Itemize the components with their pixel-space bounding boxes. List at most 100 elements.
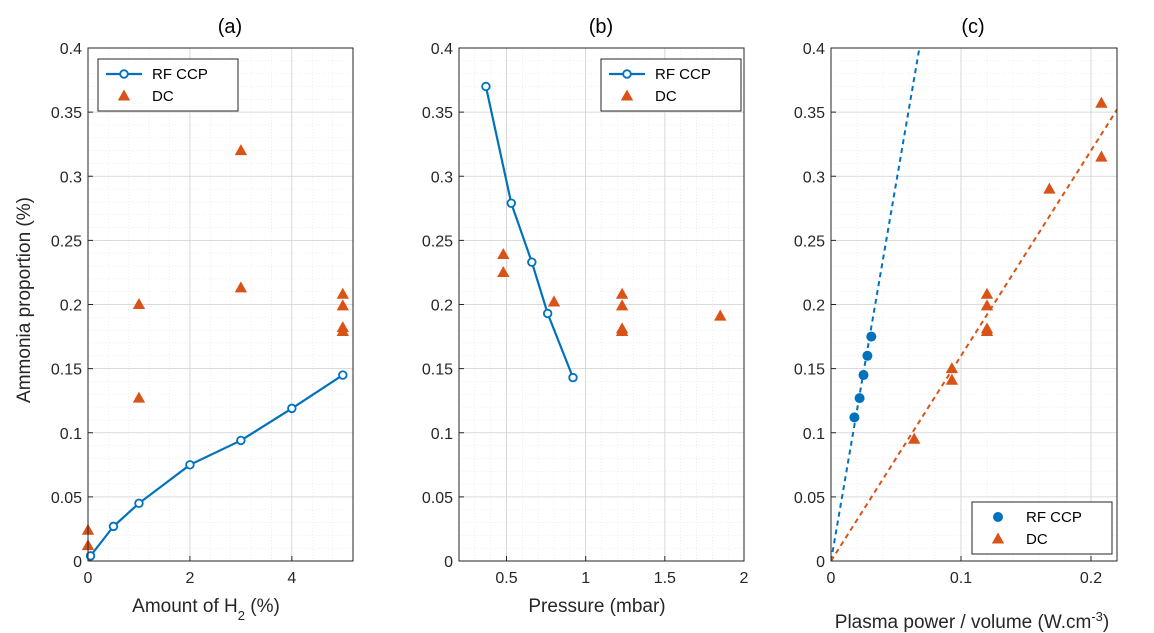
legend-marker-rf-ccp: [622, 69, 632, 79]
data-point-rf-ccp: [506, 198, 516, 208]
data-point-rf-ccp: [236, 435, 246, 446]
y-tick-label: 0.2: [431, 298, 453, 315]
y-tick-label: 0.25: [794, 233, 825, 250]
data-point-dc: [714, 309, 727, 321]
legend: RF CCP DC: [97, 58, 239, 112]
y-tick-label: 0.2: [803, 298, 825, 315]
data-point-rf-ccp: [481, 81, 491, 92]
data-point-dc: [945, 373, 959, 385]
panel-c-title: (c): [961, 16, 984, 38]
data-point-dc: [234, 281, 248, 293]
legend-label-rf-ccp: RF CCP: [655, 66, 711, 83]
data-point-rf-ccp: [108, 521, 119, 532]
data-point-dc: [980, 299, 994, 311]
panel-b-x-axis-label: Pressure (mbar): [528, 596, 665, 617]
legend-label-rf-ccp: RF CCP: [152, 66, 208, 83]
data-point-dc: [908, 432, 921, 444]
data-point-rf-ccp: [527, 257, 537, 267]
data-point-dc: [1095, 150, 1108, 162]
data-point-rf-ccp: [866, 331, 877, 342]
data-point-dc: [615, 324, 629, 336]
x-tick-label: 0: [84, 570, 93, 587]
series-line-rf-ccp: [89, 374, 344, 557]
data-point-dc: [336, 324, 349, 336]
y-tick-label: 0.05: [422, 490, 453, 507]
data-point-dc: [1043, 182, 1056, 194]
y-tick-label: 0.2: [60, 298, 82, 315]
data-point-rf-ccp: [568, 372, 578, 383]
y-tick-label: 0.1: [431, 426, 453, 443]
panel-c-x-axis-label: Plasma power / volume (W.cm-3): [835, 609, 1109, 633]
y-tick-label: 0: [816, 554, 825, 571]
legend-marker-dc: [117, 89, 131, 101]
legend-marker-dc: [620, 89, 634, 101]
y-tick-label: 0.25: [51, 233, 82, 250]
legend-label-rf-ccp: RF CCP: [1026, 509, 1082, 526]
x-tick-label: 4: [287, 570, 296, 587]
legend-label-dc: DC: [655, 88, 677, 105]
data-point-rf-ccp: [185, 460, 195, 470]
data-point-dc: [336, 287, 349, 299]
panel-a-title: (a): [218, 16, 242, 38]
y-axis-label: Ammonia proportion (%): [14, 197, 35, 403]
y-tick-label: 0.1: [60, 426, 82, 443]
y-tick-label: 0.3: [60, 169, 82, 186]
data-point-rf-ccp: [862, 350, 873, 361]
y-tick-label: 0.35: [422, 105, 453, 122]
legend: RF CCP DC: [600, 58, 742, 112]
legend: RF CCP DC: [971, 501, 1113, 555]
y-tick-label: 0.15: [794, 362, 825, 379]
fit-line-dc: [831, 109, 1117, 561]
x-tick-label: 1: [581, 570, 590, 587]
legend-marker-rf-ccp: [993, 512, 1003, 522]
data-point-rf-ccp: [858, 370, 869, 381]
panel-b-title: (b): [589, 16, 613, 38]
data-point-dc: [547, 295, 561, 307]
data-point-rf-ccp: [287, 403, 297, 414]
data-point-dc: [615, 287, 629, 299]
x-tick-label: 0: [827, 570, 836, 587]
data-point-dc: [615, 299, 629, 311]
data-point-dc: [1095, 96, 1108, 108]
y-tick-label: 0.3: [803, 169, 825, 186]
y-tick-label: 0.4: [803, 41, 825, 58]
data-point-dc: [234, 144, 248, 156]
x-tick-label: 2: [740, 570, 749, 587]
data-point-rf-ccp: [542, 308, 553, 319]
legend-marker-dc: [991, 532, 1005, 544]
legend-box: [97, 58, 239, 112]
y-tick-label: 0.05: [51, 490, 82, 507]
x-tick-label: 1.5: [654, 570, 676, 587]
panel-b: 0 0.05 0.1 0.15 0.2 0.25 0.3 0.35 0.4 0.5 1 1.5 2 RF …: [422, 41, 749, 587]
x-tick-label: 0.5: [495, 570, 517, 587]
data-point-dc: [497, 265, 510, 277]
y-tick-label: 0.1: [803, 426, 825, 443]
y-tick-label: 0.4: [60, 41, 82, 58]
y-tick-label: 0.15: [51, 362, 82, 379]
y-tick-label: 0.15: [422, 362, 453, 379]
series-line-rf-ccp: [484, 86, 575, 379]
data-point-dc: [132, 391, 146, 403]
legend-box: [600, 58, 742, 112]
legend-marker-rf-ccp: [119, 69, 129, 79]
x-tick-label: 0.1: [950, 570, 972, 587]
panel-a: 0 0.05 0.1 0.15 0.2 0.25 0.3 0.35 0.4 0 2 4 RF CCP DC: [51, 41, 354, 587]
data-point-dc: [980, 324, 994, 336]
data-point-dc: [497, 247, 510, 260]
data-point-dc: [132, 298, 146, 310]
legend-label-dc: DC: [1026, 531, 1048, 548]
x-tick-label: 2: [185, 570, 194, 587]
fit-line-rf-ccp: [831, 48, 921, 561]
x-tick-label: 0.2: [1080, 570, 1102, 587]
data-point-rf-ccp: [338, 370, 348, 380]
panel-c: 0 0.05 0.1 0.15 0.2 0.25 0.3 0.35 0.4 0 0.1 0.2 RF C…: [794, 41, 1118, 587]
panel-a-x-axis-label: Amount of H2 (%): [132, 596, 280, 623]
data-point-rf-ccp: [85, 551, 96, 561]
y-tick-label: 0: [73, 554, 82, 571]
legend-box: [971, 501, 1113, 555]
data-point-rf-ccp: [134, 498, 144, 508]
data-point-dc: [980, 287, 994, 299]
y-tick-label: 0: [444, 554, 453, 571]
data-point-rf-ccp: [854, 393, 865, 404]
